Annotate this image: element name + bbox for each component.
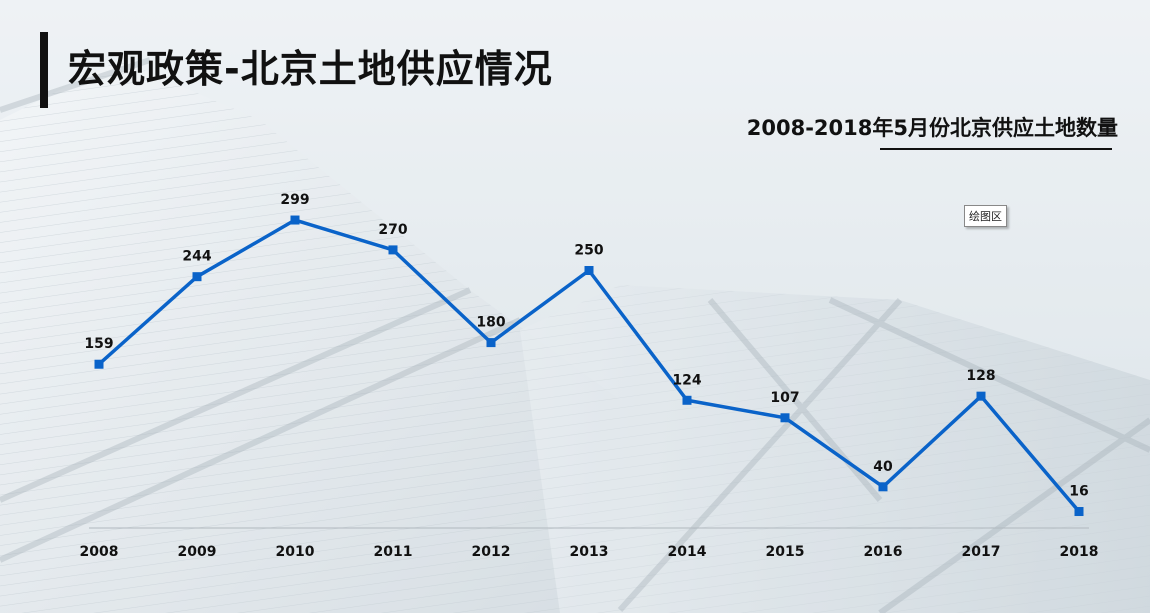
data-point-2011	[388, 245, 398, 255]
data-label-2017: 128	[966, 368, 995, 384]
x-tick-label-2015: 2015	[766, 544, 805, 560]
x-tick-label-2009: 2009	[178, 544, 217, 560]
x-tick-label-2011: 2011	[374, 544, 413, 560]
data-label-2016: 40	[873, 459, 893, 475]
data-point-2010	[290, 215, 300, 225]
data-label-2010: 299	[280, 192, 309, 208]
plot-area-tooltip: 绘图区	[964, 205, 1007, 227]
data-point-2016	[878, 482, 888, 492]
data-label-2013: 250	[574, 243, 603, 259]
title-accent-bar	[40, 32, 48, 108]
page-title: 宏观政策-北京土地供应情况	[68, 47, 553, 91]
x-tick-label-2013: 2013	[570, 544, 609, 560]
data-point-2008	[94, 359, 104, 369]
data-point-2009	[192, 272, 202, 282]
chart-title: 2008-2018年5月份北京供应土地数量	[746, 116, 1118, 140]
data-label-2011: 270	[378, 222, 407, 238]
data-label-2018: 16	[1069, 484, 1088, 500]
x-tick-label-2017: 2017	[962, 544, 1001, 560]
data-point-2017	[976, 391, 986, 401]
data-point-2014	[682, 395, 692, 405]
data-point-2018	[1074, 507, 1084, 517]
data-label-2012: 180	[476, 315, 505, 331]
data-point-2015	[780, 413, 790, 423]
series-line	[97, 218, 1081, 513]
data-label-2008: 159	[84, 336, 113, 352]
data-label-2015: 107	[770, 390, 799, 406]
x-tick-label-2018: 2018	[1060, 544, 1099, 560]
data-point-2013	[584, 266, 594, 275]
x-tick-label-2016: 2016	[864, 544, 903, 560]
data-label-2009: 244	[182, 249, 211, 265]
x-tick-label-2014: 2014	[668, 544, 707, 560]
x-tick-label-2012: 2012	[472, 544, 511, 560]
data-label-2014: 124	[672, 372, 701, 388]
chart-title-underline	[880, 148, 1112, 150]
data-point-2012	[486, 338, 496, 348]
x-tick-label-2008: 2008	[80, 544, 119, 560]
x-tick-label-2010: 2010	[276, 544, 315, 560]
